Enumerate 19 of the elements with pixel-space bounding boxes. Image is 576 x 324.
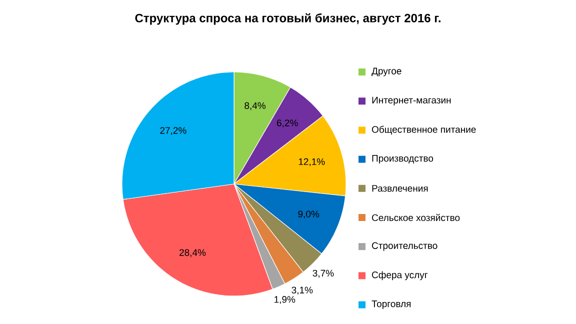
data-label: 6,2% <box>276 120 298 128</box>
legend-label: Общественное питание <box>372 126 476 135</box>
data-label: 3,1% <box>292 286 313 295</box>
legend-label: Развлечения <box>372 185 428 192</box>
legend-label: Строительство <box>372 242 438 251</box>
legend-label: Сфера услуг <box>372 271 428 280</box>
data-label: 12,1% <box>298 158 325 166</box>
data-label: 3,7% <box>312 270 334 278</box>
data-label: 9,0% <box>298 210 320 219</box>
legend-label: Сельское хозяйство <box>372 214 460 222</box>
data-label: 28,4% <box>180 249 206 258</box>
data-label: 8,4% <box>244 102 266 110</box>
legend-label: Торговля <box>372 300 411 310</box>
legend-label: Производство <box>372 155 434 164</box>
data-label: 27,2% <box>160 127 186 135</box>
legend-label: Интернет-магазин <box>372 96 451 106</box>
legend-label: Другое <box>372 68 402 76</box>
chart-title: Структура спроса на готовый бизнес, август 2016 г. <box>135 13 440 25</box>
data-label: 1,9% <box>274 296 296 304</box>
